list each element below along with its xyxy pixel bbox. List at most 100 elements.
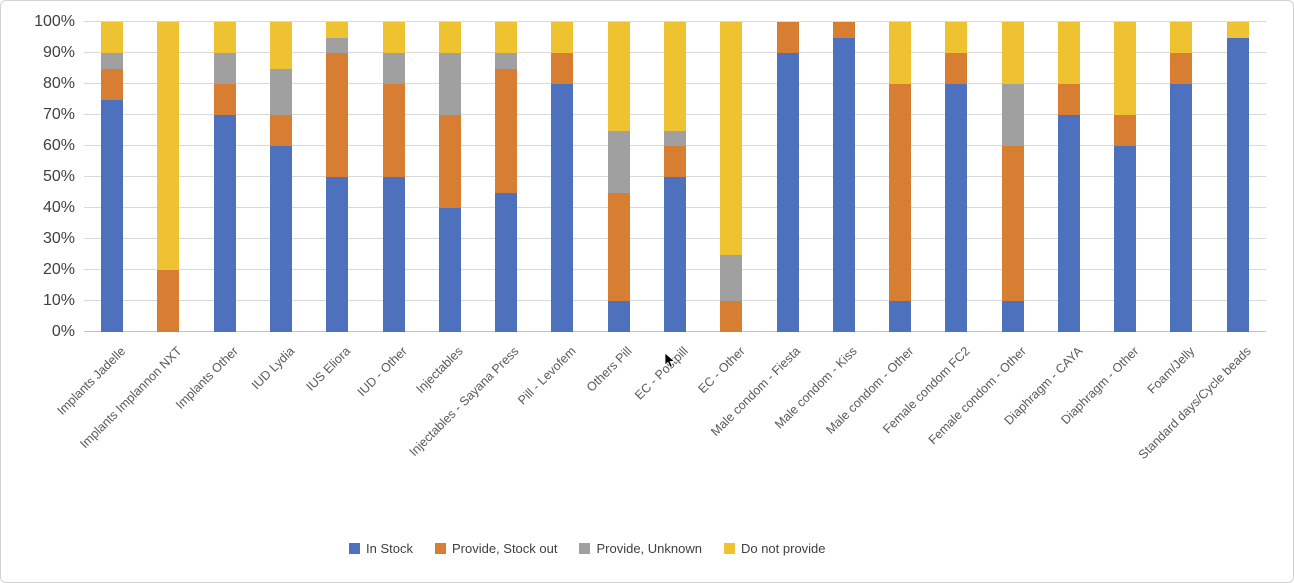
stacked-bar[interactable] xyxy=(438,22,461,332)
bar-segment[interactable] xyxy=(776,22,799,53)
bar-segment[interactable] xyxy=(213,53,236,84)
bar-segment[interactable] xyxy=(1001,301,1024,332)
bar-segment[interactable] xyxy=(269,115,292,146)
bar-segment[interactable] xyxy=(607,130,630,193)
stacked-bar[interactable] xyxy=(663,22,686,332)
stacked-bar[interactable] xyxy=(776,22,799,332)
bar-segment[interactable] xyxy=(438,53,461,115)
bar-segment[interactable] xyxy=(551,84,574,332)
stacked-bar[interactable] xyxy=(326,22,349,332)
bar-segment[interactable] xyxy=(269,22,292,69)
stacked-bar[interactable] xyxy=(495,22,518,332)
bar-segment[interactable] xyxy=(382,84,405,177)
bar-segment[interactable] xyxy=(607,192,630,301)
stacked-bar[interactable] xyxy=(551,22,574,332)
stacked-bar[interactable] xyxy=(269,22,292,332)
bar-segment[interactable] xyxy=(607,22,630,131)
stacked-bar[interactable] xyxy=(1226,22,1249,332)
bar-segment[interactable] xyxy=(551,53,574,84)
bar-segment[interactable] xyxy=(776,53,799,332)
bar-segment[interactable] xyxy=(1226,22,1249,38)
bar-segment[interactable] xyxy=(1114,22,1137,115)
stacked-bar[interactable] xyxy=(1057,22,1080,332)
bar-segment[interactable] xyxy=(1170,84,1193,332)
bar-segment[interactable] xyxy=(213,84,236,115)
bar-segment[interactable] xyxy=(1057,115,1080,332)
bar-segment[interactable] xyxy=(213,115,236,332)
bar-segment[interactable] xyxy=(1170,22,1193,53)
x-axis-category-label: Implants Implannon NXT xyxy=(77,344,185,452)
stacked-bar[interactable] xyxy=(945,22,968,332)
bar-segment[interactable] xyxy=(326,22,349,38)
stacked-bar[interactable] xyxy=(157,22,180,332)
bar-segment[interactable] xyxy=(438,208,461,332)
bar-segment[interactable] xyxy=(1001,84,1024,146)
bar-segment[interactable] xyxy=(495,53,518,69)
stacked-bar[interactable] xyxy=(832,22,855,332)
bar-segment[interactable] xyxy=(1001,146,1024,301)
bar-segment[interactable] xyxy=(1114,115,1137,146)
bar-segment[interactable] xyxy=(607,301,630,332)
bar-segment[interactable] xyxy=(382,53,405,84)
bar-segment[interactable] xyxy=(1226,37,1249,332)
bar-segment[interactable] xyxy=(213,22,236,53)
bar-segment[interactable] xyxy=(438,115,461,208)
bar-segment[interactable] xyxy=(101,68,124,100)
legend-item[interactable]: Do not provide xyxy=(723,541,826,556)
bar-segment[interactable] xyxy=(832,37,855,332)
bar-segment[interactable] xyxy=(495,192,518,332)
bar-segment[interactable] xyxy=(495,22,518,53)
bar-segment[interactable] xyxy=(382,22,405,53)
x-axis-category-label: Injectables xyxy=(413,344,466,397)
bar-segment[interactable] xyxy=(889,301,912,332)
bar-segment[interactable] xyxy=(832,22,855,38)
bar-segment[interactable] xyxy=(945,22,968,53)
x-axis-category-label: Standard days/Cycle beads xyxy=(1135,344,1254,462)
legend-item[interactable]: Provide, Unknown xyxy=(579,541,702,556)
bar-segment[interactable] xyxy=(663,177,686,332)
bar-segment[interactable] xyxy=(326,177,349,332)
bar-segment[interactable] xyxy=(1001,22,1024,84)
legend-item[interactable]: Provide, Stock out xyxy=(434,541,557,556)
stacked-bar[interactable] xyxy=(1170,22,1193,332)
bar-segment[interactable] xyxy=(945,53,968,84)
bar-segment[interactable] xyxy=(1057,84,1080,115)
stacked-bar[interactable] xyxy=(607,22,630,332)
bar-segment[interactable] xyxy=(101,22,124,53)
bar-segment[interactable] xyxy=(551,22,574,53)
stacked-bar[interactable] xyxy=(720,22,743,332)
bar-segment[interactable] xyxy=(438,22,461,53)
bar-segment[interactable] xyxy=(101,53,124,69)
legend-item[interactable]: In Stock xyxy=(349,541,413,556)
bar-segment[interactable] xyxy=(101,99,124,332)
bar-segment[interactable] xyxy=(1057,22,1080,84)
bar-segment[interactable] xyxy=(663,146,686,177)
bar-segment[interactable] xyxy=(663,130,686,146)
bar-segment[interactable] xyxy=(720,22,743,255)
bar-segment[interactable] xyxy=(1170,53,1193,84)
bar-segment[interactable] xyxy=(269,146,292,332)
bar-segment[interactable] xyxy=(269,68,292,115)
bar-segment[interactable] xyxy=(495,68,518,193)
stacked-bar[interactable] xyxy=(889,22,912,332)
stacked-bar[interactable] xyxy=(101,22,124,332)
bar-segment[interactable] xyxy=(157,270,180,332)
stacked-bar[interactable] xyxy=(382,22,405,332)
bar-segment[interactable] xyxy=(326,53,349,177)
bar-segment[interactable] xyxy=(382,177,405,332)
stacked-bar[interactable] xyxy=(213,22,236,332)
bar-segment[interactable] xyxy=(720,254,743,301)
bar-segment[interactable] xyxy=(157,22,180,270)
bar-segment[interactable] xyxy=(1114,146,1137,332)
stacked-bar[interactable] xyxy=(1001,22,1024,332)
x-axis-category-label: Foam/Jelly xyxy=(1144,344,1198,397)
bar-segment[interactable] xyxy=(663,22,686,131)
bar-segment[interactable] xyxy=(720,301,743,332)
bar-segment[interactable] xyxy=(326,37,349,53)
bar-segment[interactable] xyxy=(945,84,968,332)
stacked-bar[interactable] xyxy=(1114,22,1137,332)
legend-label: In Stock xyxy=(366,541,413,556)
bar-segment[interactable] xyxy=(889,84,912,301)
bar-segment[interactable] xyxy=(889,22,912,84)
